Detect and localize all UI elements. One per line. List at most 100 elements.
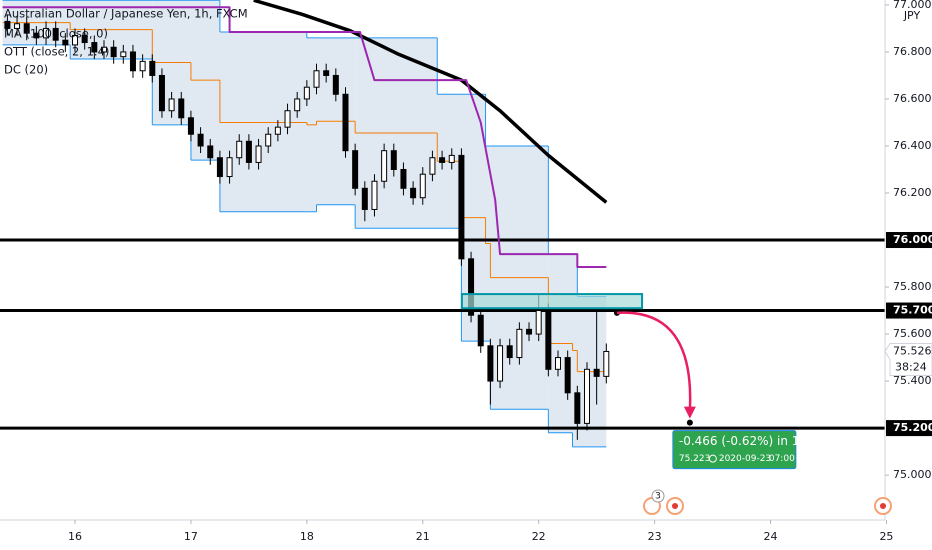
x-tick-label: 18 xyxy=(300,530,314,543)
candle-body xyxy=(62,39,69,46)
x-tick-label: 24 xyxy=(764,530,778,543)
candle-body xyxy=(187,117,194,135)
candle-body xyxy=(120,51,127,58)
x-tick-label: 25 xyxy=(879,530,893,543)
y-tick-label: 75.000 xyxy=(893,468,932,481)
y-tick-label: 75.800 xyxy=(893,280,932,293)
candle-body xyxy=(91,42,98,53)
ott-line xyxy=(2,6,607,269)
candle-body xyxy=(274,126,281,135)
candle-body xyxy=(342,93,349,152)
candle-body xyxy=(419,173,426,199)
projection-arrowhead xyxy=(683,406,696,419)
candle-body xyxy=(168,98,175,112)
y-tick-label: 76.800 xyxy=(893,45,932,58)
candle-body xyxy=(81,34,88,44)
x-tick-label: 16 xyxy=(68,530,82,543)
x-tick-label: 22 xyxy=(532,530,546,543)
candle-body xyxy=(545,310,552,370)
price-axis xyxy=(885,0,932,550)
candle-body xyxy=(255,145,262,163)
candle-body xyxy=(555,357,562,370)
candle-body xyxy=(477,314,484,347)
candle-body xyxy=(410,187,417,199)
projection-end xyxy=(686,419,693,426)
candle-body xyxy=(361,187,368,210)
countdown-label: 38:24 xyxy=(895,360,927,373)
candle-body xyxy=(535,310,542,335)
candle-body xyxy=(23,23,30,34)
candle-body xyxy=(303,86,310,100)
candle-body xyxy=(583,368,590,424)
candle-body xyxy=(52,27,59,41)
candle-body xyxy=(439,157,446,163)
candle-body xyxy=(574,392,581,424)
candle-body xyxy=(245,140,252,163)
event-badge-count: 3 xyxy=(655,492,661,502)
candle-body xyxy=(390,150,397,170)
candle-body xyxy=(43,27,50,39)
chart-title: Australian Dollar / Japanese Yen, 1h, FX… xyxy=(4,7,248,21)
candle-body xyxy=(72,34,79,46)
projection-box xyxy=(672,430,797,470)
candle-body xyxy=(294,98,301,112)
candle-body xyxy=(497,345,504,382)
candle-body xyxy=(400,168,407,189)
projection-date: 2020-09-23 xyxy=(719,454,771,464)
candle-body xyxy=(429,157,436,175)
indicator-label: MA (100, close, 0) xyxy=(4,27,108,41)
projection-price: 75.223 xyxy=(679,454,711,464)
price-zone xyxy=(460,293,644,310)
candle-body xyxy=(352,150,359,189)
candle-body xyxy=(265,133,272,147)
x-tick-label: 21 xyxy=(416,530,430,543)
candle-body xyxy=(458,154,465,260)
candle-body xyxy=(564,357,571,394)
candle-body xyxy=(526,328,533,335)
projection-time: 07:00 xyxy=(769,454,795,464)
event-badge xyxy=(651,489,665,503)
candle-body xyxy=(158,74,165,112)
last-price-label: 75.526 xyxy=(893,344,932,357)
candle-body xyxy=(381,150,388,182)
y-tick-label: 77.000 xyxy=(893,0,932,11)
candle-body xyxy=(216,157,223,178)
level-label: 76.000 xyxy=(893,233,932,246)
level-label-box xyxy=(886,232,932,249)
candle-body xyxy=(448,154,455,163)
candle-body xyxy=(323,70,330,76)
candle-body xyxy=(468,258,475,316)
time-axis xyxy=(0,520,885,550)
candle-body xyxy=(236,140,243,159)
candle-body xyxy=(129,51,136,72)
candle-body xyxy=(226,157,233,178)
level-label-box xyxy=(886,302,932,319)
candle-body xyxy=(284,110,291,128)
candle-body xyxy=(139,60,146,72)
y-tick-label: 76.600 xyxy=(893,92,932,105)
ma-line xyxy=(253,0,608,204)
candle-body xyxy=(14,23,21,29)
candle-body xyxy=(197,133,204,147)
axes: 77.000 76.800 76.600 76.400 76.200 75.800 75.6… xyxy=(68,0,932,543)
y-tick-label: 75.600 xyxy=(893,327,932,340)
candle-body xyxy=(4,20,11,29)
candle-body xyxy=(110,46,117,58)
candle-body xyxy=(487,345,494,382)
indicator-label: OTT (close, 2, 1.4) xyxy=(4,45,109,59)
candle-body xyxy=(332,74,339,95)
y-tick-label: 76.400 xyxy=(893,139,932,152)
x-tick-label: 17 xyxy=(184,530,198,543)
x-tick-label: 23 xyxy=(648,530,662,543)
candle-body xyxy=(207,145,214,159)
projection-change: -0.466 (-0.62%) in 15h xyxy=(679,434,815,448)
y-tick-label: 76.200 xyxy=(893,186,932,199)
indicator-label: DC (20) xyxy=(4,63,48,77)
event-icon-dot xyxy=(672,503,678,509)
candle-body xyxy=(516,328,523,359)
candle-body xyxy=(33,32,40,39)
candle-body xyxy=(149,60,156,76)
candle-body xyxy=(506,345,513,359)
projection-arrow xyxy=(616,311,692,411)
